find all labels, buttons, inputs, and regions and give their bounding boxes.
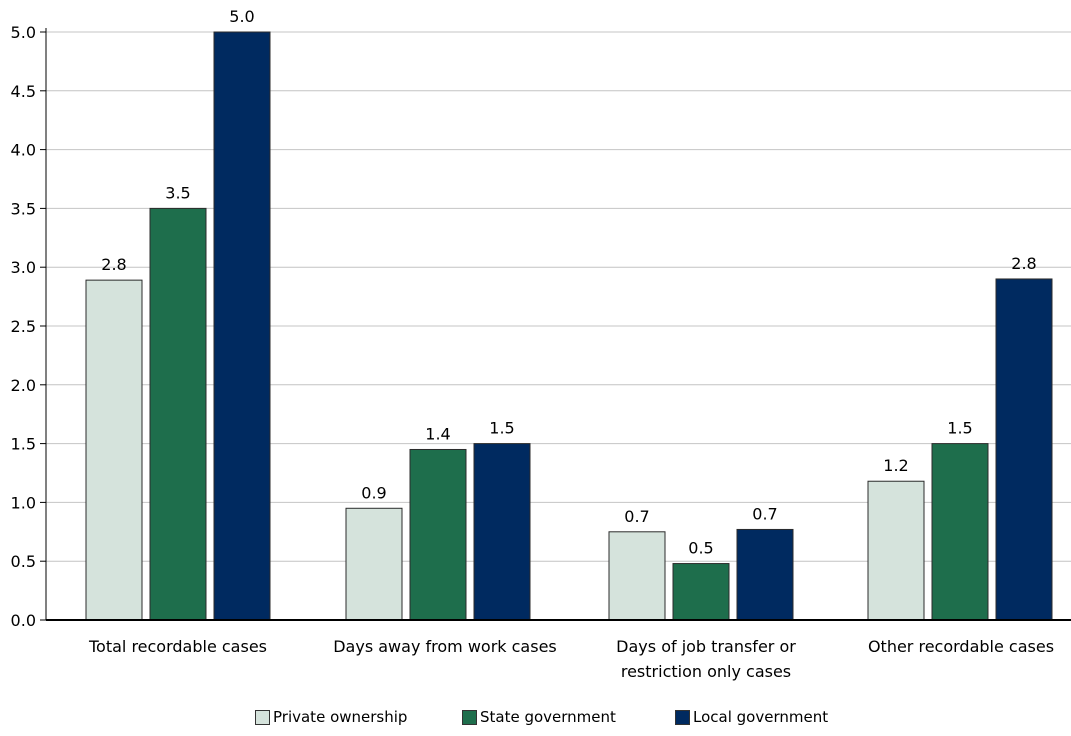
legend-label: State government xyxy=(480,708,616,726)
bar xyxy=(931,443,989,621)
data-label: 0.7 xyxy=(624,507,649,526)
y-tick-label: 1.0 xyxy=(11,493,36,512)
bar xyxy=(149,207,207,621)
y-tick-label: 4.0 xyxy=(11,141,36,160)
bar xyxy=(736,528,794,621)
legend-item: State government xyxy=(462,708,616,726)
y-tick-label: 2.5 xyxy=(11,317,36,336)
axes: 0.0 0.5 1.0 1.5 2.0 2.5 3.0 3.5 4.0 4.5 5.0 Total r… xyxy=(11,23,1071,681)
y-tick-label: 1.5 xyxy=(11,435,36,454)
data-label: 1.5 xyxy=(489,419,514,438)
legend-swatch xyxy=(255,709,270,725)
bar xyxy=(345,507,403,621)
x-category-label: Days away from work cases xyxy=(333,637,557,656)
y-tick-label: 5.0 xyxy=(11,23,36,42)
y-tick-label: 2.0 xyxy=(11,376,36,395)
x-category-label: restriction only cases xyxy=(621,662,791,681)
data-labels: 2.8 0.9 0.7 1.2 3.5 1.4 0.5 1.5 5.0 1.5 0.7 2.8 xyxy=(101,7,1036,558)
data-label: 3.5 xyxy=(165,183,190,202)
legend: Private ownership State government Local g… xyxy=(0,708,1071,732)
bar xyxy=(213,31,271,621)
bar xyxy=(409,448,467,621)
legend-item: Local government xyxy=(675,708,828,726)
data-label: 1.5 xyxy=(947,419,972,438)
data-label: 1.2 xyxy=(883,456,908,475)
legend-item: Private ownership xyxy=(255,708,407,726)
x-category-label: Other recordable cases xyxy=(868,637,1054,656)
legend-swatch xyxy=(675,709,690,725)
x-category-label: Days of job transfer or xyxy=(616,637,796,656)
data-label: 2.8 xyxy=(101,255,126,274)
y-tick-label: 0.0 xyxy=(11,611,36,630)
legend-label: Local government xyxy=(693,708,829,726)
bar xyxy=(867,480,925,621)
bar xyxy=(995,278,1053,621)
y-tick-label: 0.5 xyxy=(11,552,36,571)
data-label: 0.9 xyxy=(361,483,386,502)
legend-label: Private ownership xyxy=(273,708,408,726)
data-label: 2.8 xyxy=(1011,254,1036,273)
data-label: 1.4 xyxy=(425,424,450,443)
data-label: 0.5 xyxy=(688,539,713,558)
bar xyxy=(608,531,666,621)
bar xyxy=(672,563,730,621)
bar-chart: 2.8 0.9 0.7 1.2 3.5 1.4 0.5 1.5 5.0 1.5 0.7 2.8 0.0… xyxy=(11,7,1071,681)
bar xyxy=(473,443,531,621)
bars xyxy=(85,31,1053,621)
y-tick-label: 4.5 xyxy=(11,82,36,101)
data-label: 5.0 xyxy=(229,7,254,26)
x-category-label: Total recordable cases xyxy=(88,637,267,656)
y-tick-label: 3.5 xyxy=(11,199,36,218)
legend-swatch xyxy=(462,709,477,725)
data-label: 0.7 xyxy=(752,504,777,523)
bar xyxy=(85,279,143,621)
y-tick-label: 3.0 xyxy=(11,258,36,277)
